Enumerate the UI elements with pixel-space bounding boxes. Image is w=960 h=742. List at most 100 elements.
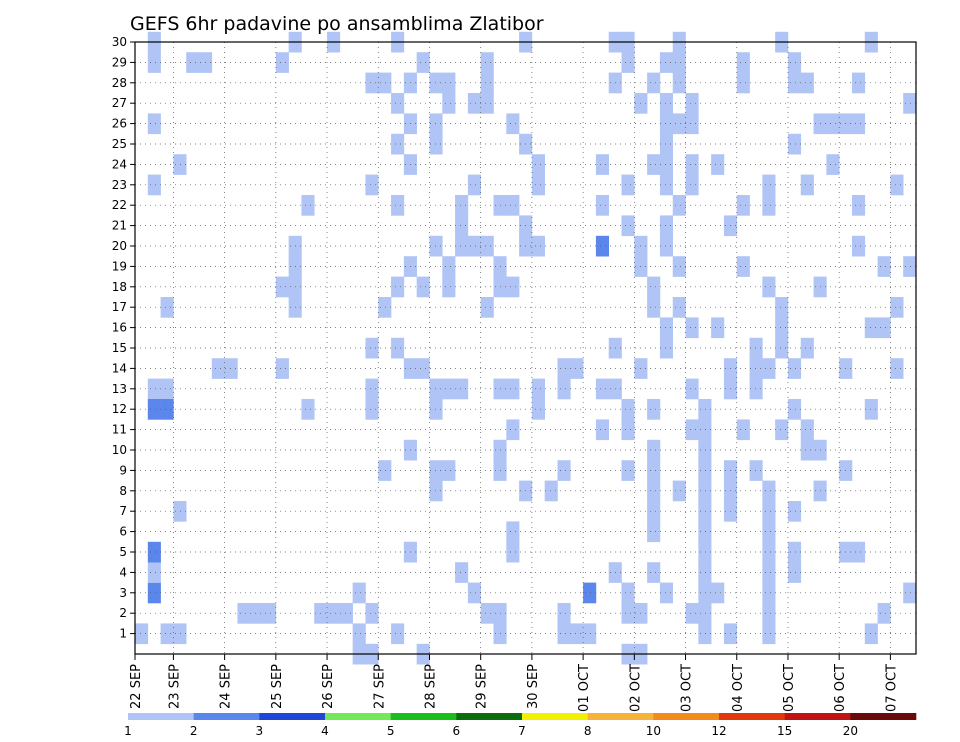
cell-126 bbox=[557, 460, 571, 481]
cell-26 bbox=[275, 358, 289, 379]
cell-236 bbox=[762, 358, 776, 379]
legend-label-10: 10 bbox=[646, 724, 661, 738]
cell-130 bbox=[570, 623, 584, 645]
cell-144 bbox=[621, 174, 635, 196]
cell-7 bbox=[147, 378, 161, 400]
cell-119 bbox=[531, 378, 545, 400]
y-tick-label-12: 12 bbox=[112, 402, 127, 416]
legend-swatch-3 bbox=[325, 713, 391, 720]
legend-label-5: 5 bbox=[387, 724, 395, 738]
cell-122 bbox=[531, 154, 545, 175]
cell-193 bbox=[685, 378, 699, 400]
cell-166 bbox=[647, 439, 661, 461]
y-tick-label-25: 25 bbox=[112, 137, 127, 151]
cell-79 bbox=[442, 276, 456, 298]
cell-5 bbox=[147, 582, 161, 604]
cell-44 bbox=[365, 378, 379, 400]
cell-53 bbox=[391, 195, 405, 216]
x-tick-label-3: 25 SEP bbox=[270, 664, 285, 709]
cell-72 bbox=[429, 378, 443, 400]
cell-85 bbox=[455, 215, 469, 237]
cell-204 bbox=[698, 480, 712, 502]
cell-269 bbox=[851, 195, 866, 216]
cell-48 bbox=[378, 460, 392, 481]
cell-283 bbox=[903, 582, 917, 604]
cell-277 bbox=[877, 256, 891, 277]
cell-69 bbox=[429, 460, 443, 481]
cell-121 bbox=[531, 174, 545, 196]
cell-147 bbox=[621, 419, 635, 441]
cell-88 bbox=[467, 93, 481, 114]
x-tick-label-12: 04 OCT bbox=[731, 664, 746, 712]
y-tick-label-1: 1 bbox=[119, 627, 127, 641]
y-tick-label-28: 28 bbox=[112, 76, 127, 90]
cell-16 bbox=[173, 501, 187, 522]
cell-9 bbox=[147, 399, 161, 420]
legend-swatch-11 bbox=[850, 713, 917, 720]
cell-173 bbox=[659, 133, 674, 155]
legend-label-7: 7 bbox=[518, 724, 526, 738]
cell-222 bbox=[736, 72, 750, 94]
cell-202 bbox=[698, 521, 712, 543]
cell-25 bbox=[275, 276, 289, 298]
cell-133 bbox=[595, 419, 610, 441]
cell-282 bbox=[890, 174, 904, 196]
cell-6 bbox=[147, 562, 161, 583]
chart-title: GEFS 6hr padavine po ansamblima Zlatibor bbox=[130, 13, 544, 35]
cell-211 bbox=[711, 154, 725, 175]
cell-224 bbox=[749, 460, 763, 481]
cell-13 bbox=[160, 399, 174, 420]
cell-189 bbox=[685, 154, 699, 175]
cell-241 bbox=[775, 297, 789, 318]
cell-278 bbox=[877, 317, 891, 339]
x-tick-label-14: 06 OCT bbox=[833, 664, 848, 712]
cell-82 bbox=[442, 72, 456, 94]
x-tick-label-7: 29 SEP bbox=[475, 664, 490, 709]
y-tick-label-2: 2 bbox=[119, 606, 127, 620]
cell-256 bbox=[800, 72, 814, 94]
cell-73 bbox=[429, 235, 443, 257]
cell-94 bbox=[480, 93, 494, 114]
cell-195 bbox=[685, 317, 699, 339]
cell-181 bbox=[672, 297, 686, 318]
y-tick-label-8: 8 bbox=[119, 484, 127, 498]
cell-20 bbox=[224, 358, 238, 379]
cell-239 bbox=[762, 174, 776, 196]
cell-254 bbox=[800, 419, 814, 441]
cell-39 bbox=[352, 623, 366, 645]
legend-label-4: 4 bbox=[321, 724, 329, 738]
y-tick-label-26: 26 bbox=[112, 117, 127, 131]
cell-225 bbox=[749, 337, 763, 359]
y-tick-label-15: 15 bbox=[112, 341, 127, 355]
cell-182 bbox=[672, 52, 686, 73]
cell-226 bbox=[749, 378, 763, 400]
cell-271 bbox=[851, 235, 866, 257]
y-tick-label-20: 20 bbox=[112, 239, 127, 253]
cell-280 bbox=[890, 297, 904, 318]
cell-186 bbox=[672, 113, 686, 135]
cell-150 bbox=[621, 582, 635, 604]
cell-168 bbox=[647, 72, 661, 94]
x-tick-labels: 22 SEP 23 SEP 24 SEP 25 SEP 26 SEP 27 SEP 28 S… bbox=[129, 654, 899, 712]
cell-281 bbox=[890, 358, 904, 379]
cell-97 bbox=[480, 297, 494, 318]
y-tick-label-19: 19 bbox=[112, 259, 127, 273]
cell-161 bbox=[647, 521, 661, 543]
cell-184 bbox=[672, 256, 686, 277]
cell-83 bbox=[455, 378, 469, 400]
x-tick-label-11: 03 OCT bbox=[680, 664, 695, 712]
cell-190 bbox=[685, 174, 699, 196]
cell-17 bbox=[186, 52, 200, 73]
cell-80 bbox=[442, 256, 456, 277]
x-tick-label-5: 27 SEP bbox=[372, 664, 387, 709]
cell-199 bbox=[698, 582, 712, 604]
legend-label-2: 2 bbox=[190, 724, 198, 738]
cell-19 bbox=[211, 358, 225, 379]
cell-2 bbox=[147, 174, 161, 196]
cell-196 bbox=[685, 419, 699, 441]
y-tick-label-29: 29 bbox=[112, 55, 127, 69]
cell-93 bbox=[480, 52, 494, 73]
cell-107 bbox=[506, 276, 520, 298]
cell-263 bbox=[826, 113, 840, 135]
